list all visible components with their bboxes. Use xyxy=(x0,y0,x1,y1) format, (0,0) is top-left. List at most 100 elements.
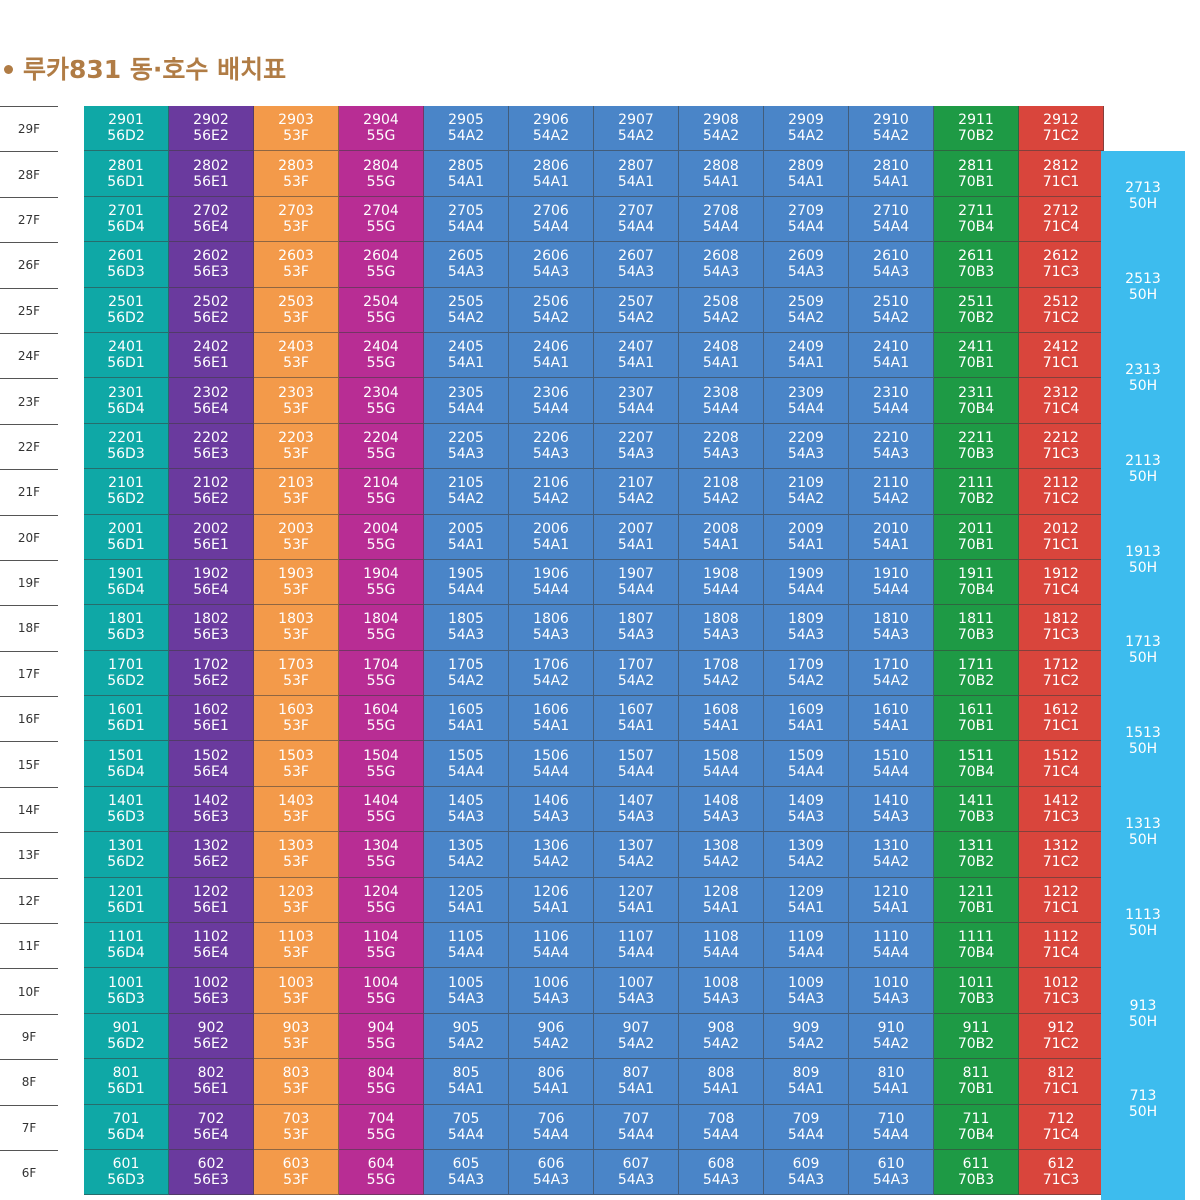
unit-column-13: 2713 50H 2513 50H 2313 50H 2113 50H 1913 50H 1713 5… xyxy=(1101,151,1185,1200)
unit-type: 54A1 xyxy=(617,1081,655,1098)
unit-number: 2304 xyxy=(363,384,399,401)
unit-number: 811 xyxy=(962,1065,990,1082)
unit-type: 54A3 xyxy=(617,445,655,462)
unit-type: 56E2 xyxy=(193,1036,229,1052)
unit-number: 1305 xyxy=(448,838,484,855)
unit-number: 2805 xyxy=(448,157,484,174)
unit-cell: 1502 56E4 xyxy=(169,741,254,787)
unit-type: 56E3 xyxy=(193,264,229,281)
unit-type: 55G xyxy=(366,945,396,962)
unit-number: 1105 xyxy=(448,929,484,946)
unit-type: 54A2 xyxy=(617,1036,655,1052)
floor-label: 24F xyxy=(0,332,58,378)
unit-type: 71C2 xyxy=(1042,672,1080,689)
unit-type: 53F xyxy=(283,1172,309,1189)
unit-type: 53F xyxy=(283,1036,309,1052)
unit-type: 54A3 xyxy=(702,990,740,1007)
unit-number: 612 xyxy=(1047,1156,1075,1173)
unit-type: 54A1 xyxy=(532,355,570,372)
unit-type: 53F xyxy=(283,854,309,871)
unit-cell: 2210 54A3 xyxy=(849,423,934,470)
unit-number: 2211 xyxy=(958,429,994,446)
unit-number: 702 xyxy=(197,1110,225,1127)
unit-type: 70B2 xyxy=(957,854,995,871)
unit-cell: 2409 54A1 xyxy=(764,332,849,379)
unit-cell: 2507 54A2 xyxy=(594,287,679,333)
unit-cell: 1801 56D3 xyxy=(84,605,169,651)
page-title: 루카831 동·호수 배치표 xyxy=(4,50,286,90)
unit-type: 53F xyxy=(283,809,309,826)
unit-cell: 2107 54A2 xyxy=(594,469,679,515)
unit-type: 54A4 xyxy=(617,763,655,780)
unit-number: 1102 xyxy=(193,929,229,946)
unit-cell: 2202 56E3 xyxy=(169,423,254,470)
unit-number: 1702 xyxy=(193,656,229,673)
unit-cell: 2811 70B1 xyxy=(934,151,1019,197)
unit-number: 1004 xyxy=(363,974,399,991)
unit-cell: 1309 54A2 xyxy=(764,832,849,878)
unit-cell: 1607 54A1 xyxy=(594,696,679,742)
unit-number: 2511 xyxy=(958,293,994,310)
unit-type: 56D1 xyxy=(107,1081,145,1098)
unit-type: 54A1 xyxy=(872,1081,910,1098)
unit-cell: 908 54A2 xyxy=(679,1013,764,1060)
unit-cell: 1701 56D2 xyxy=(84,650,169,697)
unit-type: 54A4 xyxy=(447,400,485,417)
unit-type: 53F xyxy=(283,627,309,644)
unit-number: 1407 xyxy=(618,793,654,810)
unit-type: 56D4 xyxy=(107,400,145,417)
unit-number: 1107 xyxy=(618,929,654,946)
unit-number: 1904 xyxy=(363,566,399,583)
unit-cell: 2311 70B4 xyxy=(934,378,1019,424)
unit-type: 54A4 xyxy=(872,400,910,417)
unit-number: 2201 xyxy=(108,429,144,446)
floor-label: 20F xyxy=(0,514,58,560)
unit-type: 54A1 xyxy=(447,536,485,553)
unit-number: 1710 xyxy=(873,656,909,673)
unit-number: 2507 xyxy=(618,293,654,310)
unit-type: 53F xyxy=(283,582,309,599)
unit-number: 603 xyxy=(282,1156,310,1173)
unit-type: 54A3 xyxy=(617,627,655,644)
unit-number: 2203 xyxy=(278,429,314,446)
unit-type: 54A3 xyxy=(532,1172,570,1189)
unit-type: 56E1 xyxy=(193,899,229,916)
unit-type: 54A2 xyxy=(447,854,485,871)
unit-number: 1602 xyxy=(193,702,229,719)
unit-number: 1705 xyxy=(448,656,484,673)
unit-number: 1802 xyxy=(193,611,229,628)
unit-number: 2608 xyxy=(703,248,739,265)
unit-type: 71C2 xyxy=(1042,1036,1080,1052)
unit-type: 55G xyxy=(366,264,396,281)
unit-cell: 1501 56D4 xyxy=(84,741,169,787)
unit-type: 55G xyxy=(366,672,396,689)
unit-number: 1905 xyxy=(448,566,484,583)
unit-type: 71C3 xyxy=(1042,627,1080,644)
unit-number: 810 xyxy=(877,1065,905,1082)
floor-label: 26F xyxy=(0,242,58,287)
unit-number: 2307 xyxy=(618,384,654,401)
floor-label: 15F xyxy=(0,741,58,786)
unit-type: 54A1 xyxy=(532,173,570,190)
unit-number: 2508 xyxy=(703,293,739,310)
unit-cell: 2503 53F xyxy=(254,287,339,333)
unit-type: 56E2 xyxy=(193,491,229,508)
unit-type: 54A2 xyxy=(617,128,655,145)
unit-number: 1703 xyxy=(278,656,314,673)
unit-number: 1106 xyxy=(533,929,569,946)
unit-number: 705 xyxy=(452,1110,480,1127)
unit-number: 1104 xyxy=(363,929,399,946)
unit-cell: 2812 71C1 xyxy=(1019,151,1104,197)
unit-cell: 1305 54A2 xyxy=(424,832,509,878)
unit-number: 801 xyxy=(112,1065,140,1082)
unit-cell: 1207 54A1 xyxy=(594,877,679,924)
unit-cell: 1804 55G xyxy=(339,605,424,651)
unit-cell: 803 53F xyxy=(254,1059,339,1105)
floor-row: 1201 56D1 1202 56E1 1203 53F 1204 55G 1205 54A1 12… xyxy=(84,877,1104,924)
unit-cell: 909 54A2 xyxy=(764,1013,849,1060)
unit-cell: 2705 54A4 xyxy=(424,196,509,243)
unit-number: 1808 xyxy=(703,611,739,628)
unit-cell: 2612 71C3 xyxy=(1019,242,1104,288)
unit-number: 2409 xyxy=(788,339,824,356)
unit-number: 1010 xyxy=(873,974,909,991)
